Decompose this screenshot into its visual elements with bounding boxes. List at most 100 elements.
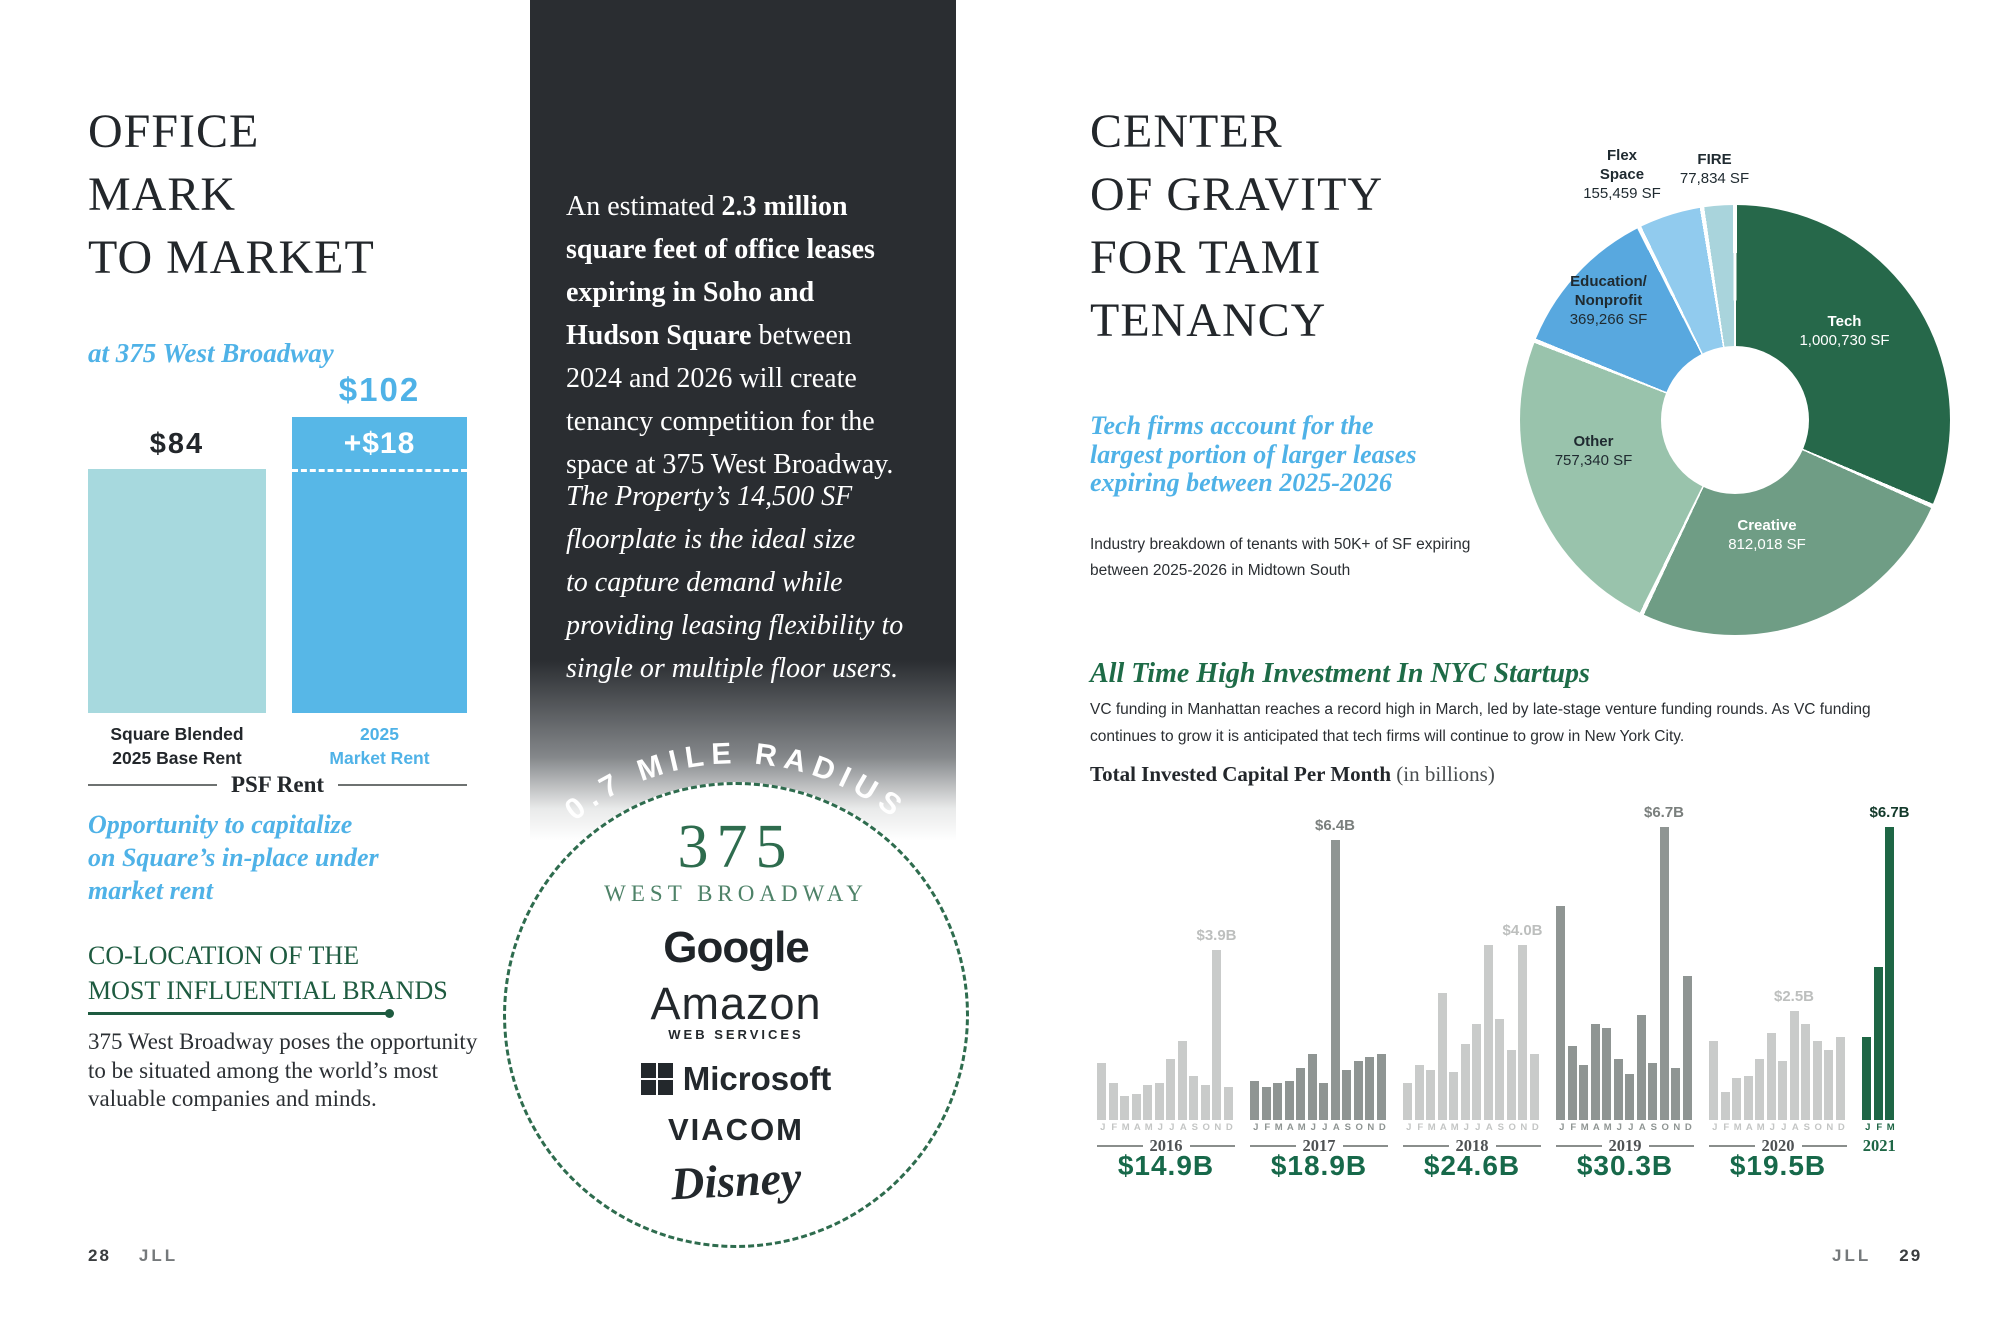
vc-bar-2021-F2 bbox=[1873, 967, 1883, 1120]
vc-year-total-2019: $30.3B bbox=[1576, 1150, 1674, 1181]
rent-delta-label: +$18 bbox=[343, 427, 416, 460]
vc-funding-bar-chart: $3.9B J F M A M J J A S O N D 2016 $14.9B $6.4B J F M A M J J A… bbox=[1097, 790, 1927, 1190]
right-page-subhead: Tech firms account for the largest porti… bbox=[1090, 411, 1417, 497]
vc-bar-2019-J1 bbox=[1556, 906, 1565, 1120]
jll-logo-right: JLL bbox=[1832, 1246, 1872, 1265]
vc-bar-2017-A4 bbox=[1284, 1081, 1294, 1120]
amazon-web-services-label: WEB SERVICES bbox=[668, 1027, 804, 1042]
vc-bar-2017-A8 bbox=[1330, 840, 1340, 1120]
vc-bar-2018-J7 bbox=[1472, 1024, 1481, 1120]
vc-bar-2018-S9 bbox=[1495, 1019, 1504, 1120]
vc-bar-2016-O10 bbox=[1200, 1085, 1210, 1120]
right-page-title: CENTER OF GRAVITY FOR TAMI TENANCY bbox=[1090, 105, 1384, 347]
vc-bar-2017-O10 bbox=[1353, 1061, 1363, 1120]
vc-bar-2019-F2 bbox=[1567, 1046, 1577, 1120]
vc-bar-2020-N11 bbox=[1824, 1050, 1833, 1120]
vc-bar-2016-M3 bbox=[1120, 1096, 1129, 1120]
vc-year-total-2018: $24.6B bbox=[1423, 1150, 1521, 1181]
vc-bar-2020-A8 bbox=[1789, 1011, 1799, 1120]
left-page-title: OFFICE MARK TO MARKET bbox=[88, 105, 375, 284]
vc-bar-2021-J1 bbox=[1862, 1037, 1871, 1120]
vc-bar-2017-J6 bbox=[1307, 1054, 1317, 1120]
google-logo: Google bbox=[663, 923, 810, 972]
microsoft-wordmark: Microsoft bbox=[682, 1060, 832, 1097]
vc-bar-2017-J7 bbox=[1319, 1083, 1328, 1120]
right-footer: JLL 29 bbox=[1832, 1246, 1922, 1266]
vc-year-group-2017: $6.4B J F M A M J J A S O N D 2017 $18.9B bbox=[1250, 790, 1388, 1190]
amazon-logo: Amazon bbox=[650, 978, 822, 1029]
panel-paragraph-1: An estimated 2.3 million square feet of … bbox=[566, 142, 938, 486]
brochure-spread: { "colors": { "accent_blue": "#4FB2E7", … bbox=[88, 0, 1950, 1294]
building-street: WEST BROADWAY bbox=[604, 881, 868, 906]
vc-bar-2019-O10 bbox=[1659, 827, 1669, 1120]
vc-bar-2020-M5 bbox=[1755, 1059, 1764, 1120]
vc-bar-2018-F2 bbox=[1414, 1065, 1424, 1120]
colocation-body: 375 West Broadway poses the opportunity … bbox=[88, 1029, 478, 1111]
vc-callout-2020: $2.5B bbox=[1773, 988, 1815, 1005]
microsoft-squares-icon bbox=[640, 1063, 673, 1095]
vc-bar-2020-A4 bbox=[1743, 1076, 1753, 1120]
vc-callout-2018: $4.0B bbox=[1502, 922, 1543, 939]
rent-bar-base bbox=[88, 469, 266, 713]
vc-bar-2019-M3 bbox=[1579, 1065, 1588, 1120]
psf-rent-bar-chart: $84 $102 +$18 bbox=[88, 371, 467, 713]
vc-year-group-2018: $4.0B J F M A M J J A S O N D 2018 $24.6B bbox=[1403, 790, 1543, 1190]
left-page-subtitle: at 375 West Broadway bbox=[88, 338, 334, 368]
vc-year-total-2017: $18.9B bbox=[1270, 1150, 1368, 1181]
vc-bar-2016-J7 bbox=[1166, 1059, 1175, 1120]
vc-bar-2019-A4 bbox=[1590, 1024, 1600, 1120]
vc-year-axis-2018: 2018 bbox=[1403, 1136, 1541, 1156]
right-page-number: 29 bbox=[1899, 1246, 1923, 1265]
psf-axis-line-right bbox=[338, 784, 467, 786]
vc-callout-2016: $3.9B bbox=[1196, 927, 1237, 944]
rent-bar-column-base: $84 bbox=[88, 428, 266, 713]
building-number: 375 bbox=[677, 813, 795, 881]
paragraph-text: between 2024 and 2026 will create tenanc… bbox=[566, 320, 894, 480]
vc-bar-2019-M5 bbox=[1602, 1028, 1611, 1120]
donut-slice-label-tech: Tech 1,000,730 SF bbox=[1799, 313, 1890, 349]
vc-bar-2017-J1 bbox=[1250, 1081, 1259, 1120]
vc-bar-2019-A8 bbox=[1636, 1015, 1646, 1120]
vc-bar-2018-J1 bbox=[1403, 1083, 1412, 1120]
vc-bar-2020-O10 bbox=[1812, 1041, 1822, 1120]
vc-bar-2020-J7 bbox=[1778, 1061, 1787, 1120]
vc-year-axis-2017: 2017 bbox=[1250, 1136, 1388, 1156]
psf-axis-row: PSF Rent bbox=[88, 772, 467, 798]
vc-bar-2017-M5 bbox=[1296, 1068, 1305, 1120]
psf-axis-label: PSF Rent bbox=[230, 772, 325, 797]
radius-circle: 375 WEST BROADWAY Google Amazon WEB SERV… bbox=[503, 782, 969, 1248]
vc-bar-2019-N11 bbox=[1671, 1068, 1680, 1120]
vc-bar-2019-J6 bbox=[1613, 1059, 1623, 1120]
vc-year-group-2019: $6.7B J F M A M J J A S O N D 2019 $30.3B bbox=[1556, 790, 1694, 1190]
vc-year-axis-2016: 2016 bbox=[1097, 1136, 1235, 1156]
rent-category-labels: Square Blended 2025 Base Rent 2025 Marke… bbox=[88, 722, 467, 770]
vc-bar-2018-M3 bbox=[1426, 1070, 1435, 1120]
vc-bar-2019-S9 bbox=[1648, 1063, 1657, 1120]
vc-bar-2019-J7 bbox=[1625, 1074, 1634, 1120]
vc-section-heading: All Time High Investment In NYC Startups bbox=[1090, 658, 1590, 689]
donut-slice-label-flex-space: Flex Space 155,459 SF bbox=[1583, 147, 1661, 202]
vc-callout-2017: $6.4B bbox=[1314, 817, 1356, 834]
vc-bar-2020-S9 bbox=[1801, 1024, 1810, 1120]
vc-bar-2016-J6 bbox=[1154, 1083, 1164, 1120]
vc-year-group-2020: $2.5B J F M A M J J A S O N D 2020 $19.5B bbox=[1709, 790, 1847, 1190]
vc-bar-2018-J6 bbox=[1460, 1044, 1470, 1120]
vc-bar-2016-J1 bbox=[1097, 1063, 1106, 1120]
donut-slice-label-creative: Creative 812,018 SF bbox=[1728, 517, 1806, 553]
vc-bar-2016-A4 bbox=[1131, 1094, 1141, 1120]
left-page-number: 28 bbox=[88, 1246, 111, 1265]
vc-bar-2020-J6 bbox=[1766, 1033, 1776, 1120]
vc-bar-2017-N11 bbox=[1365, 1057, 1374, 1120]
vc-bar-2017-M3 bbox=[1273, 1083, 1282, 1120]
vc-bar-2019-D12 bbox=[1682, 976, 1692, 1120]
psf-axis-line-left bbox=[88, 784, 217, 786]
viacom-logo: VIACOM bbox=[668, 1112, 804, 1147]
vc-bar-2018-A8 bbox=[1483, 945, 1493, 1120]
rent-category-base: Square Blended 2025 Base Rent bbox=[110, 724, 244, 768]
vc-year-total-2020: $19.5B bbox=[1729, 1150, 1827, 1181]
vc-bar-2020-F2 bbox=[1720, 1092, 1730, 1120]
paragraph-text: An estimated bbox=[566, 191, 722, 222]
vc-bar-2020-J1 bbox=[1709, 1041, 1718, 1120]
